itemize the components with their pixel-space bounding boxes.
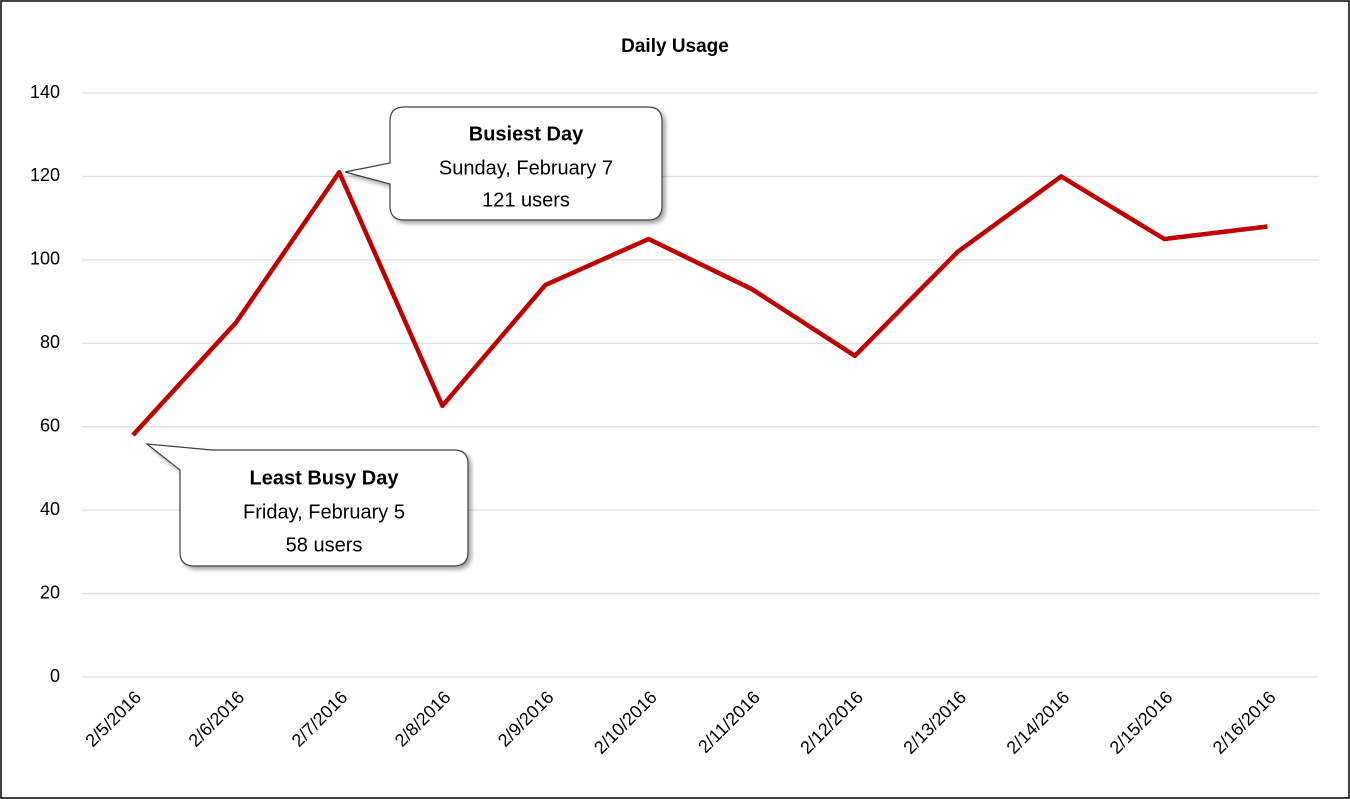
- y-tick-label: 120: [30, 165, 60, 185]
- callout-box: [145, 443, 469, 567]
- y-tick-label: 40: [40, 499, 60, 519]
- callout-text: 121 users: [482, 189, 570, 211]
- y-tick-label: 140: [30, 82, 60, 102]
- callout-box: [344, 106, 663, 221]
- y-tick-label: 0: [50, 666, 60, 686]
- callout-text: 58 users: [286, 534, 363, 556]
- y-tick-label: 20: [40, 582, 60, 602]
- data-line: [131, 170, 1268, 437]
- callout-title: Least Busy Day: [250, 467, 400, 489]
- callout: Busiest Day Sunday, February 7 121 users: [344, 106, 663, 221]
- callout-text: Sunday, February 7: [439, 157, 613, 179]
- y-tick-label: 100: [30, 249, 60, 269]
- chart-title: Daily Usage: [621, 36, 729, 57]
- y-tick-label: 60: [40, 415, 60, 435]
- callout: Least Busy Day Friday, February 5 58 use…: [145, 443, 469, 567]
- callout-title: Busiest Day: [469, 123, 584, 145]
- callout-text: Friday, February 5: [243, 501, 405, 523]
- y-tick-label: 80: [40, 332, 60, 352]
